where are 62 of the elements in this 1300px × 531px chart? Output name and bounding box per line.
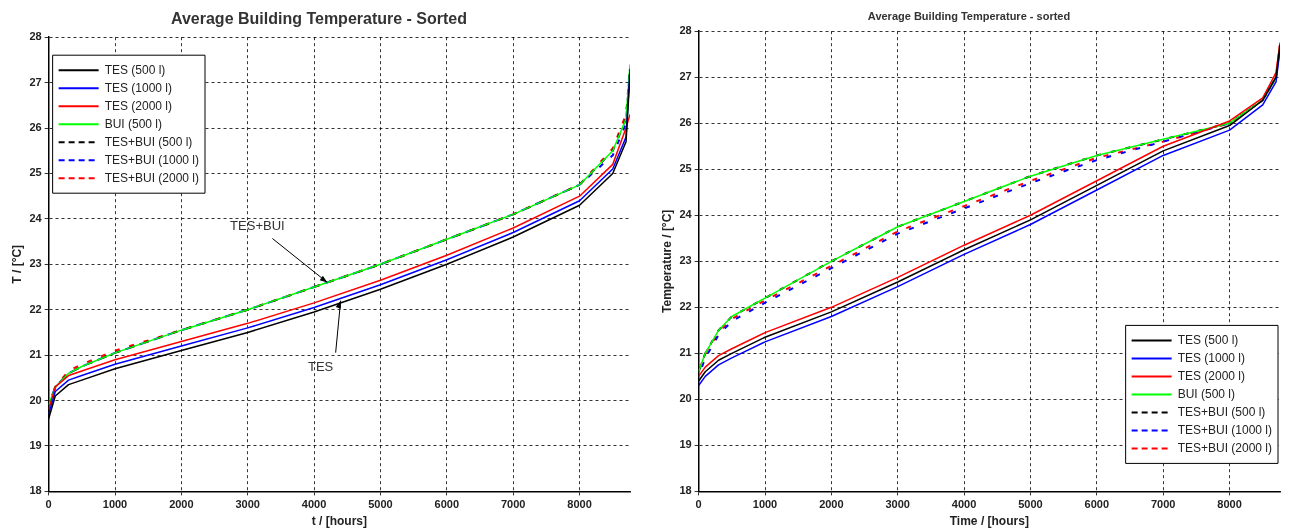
y-tick-label: 23 — [679, 254, 692, 267]
legend-label: BUI (500 l) — [1177, 386, 1235, 401]
x-tick-label: 7000 — [500, 498, 526, 511]
y-tick-label: 21 — [679, 346, 692, 359]
legend-label: TES+BUI (500 l) — [1177, 404, 1266, 419]
x-tick-label: 0 — [45, 498, 52, 511]
x-tick-label: 2000 — [819, 498, 844, 511]
legend-label: TES+BUI (2000 l) — [104, 170, 200, 185]
y-tick-label: 26 — [679, 116, 692, 129]
y-tick-label: 27 — [29, 75, 42, 88]
x-tick-label: 3000 — [235, 498, 260, 511]
legend-label: TES (500 l) — [104, 62, 166, 77]
x-tick-label: 5000 — [368, 498, 393, 511]
x-axis-title: t / [hours] — [311, 514, 367, 529]
chart-title: Average Building Temperature - Sorted — [170, 10, 468, 28]
chart-title: Average Building Temperature - sorted — [867, 9, 1071, 22]
y-tick-label: 18 — [29, 484, 42, 497]
legend-label: TES (2000 l) — [1177, 368, 1245, 383]
legend-label: BUI (500 l) — [104, 116, 162, 131]
x-tick-label: 3000 — [885, 498, 910, 511]
x-tick-label: 4000 — [301, 498, 327, 511]
y-tick-label: 22 — [29, 302, 42, 315]
y-tick-label: 26 — [29, 121, 42, 134]
x-tick-label: 1000 — [752, 498, 778, 511]
legend-label: TES (1000 l) — [1177, 350, 1245, 365]
y-tick-label: 28 — [679, 24, 692, 37]
y-tick-label: 24 — [679, 208, 693, 221]
y-tick-label: 18 — [679, 484, 692, 497]
y-tick-label: 24 — [29, 211, 43, 224]
y-axis-title: Temperature / [°C] — [659, 209, 674, 313]
y-axis-title: T / [°C] — [9, 244, 24, 284]
x-axis-title: Time / [hours] — [949, 514, 1029, 529]
y-tick-label: 23 — [29, 257, 42, 270]
x-tick-label: 8000 — [567, 498, 592, 511]
x-tick-label: 5000 — [1018, 498, 1043, 511]
x-tick-label: 1000 — [102, 498, 128, 511]
x-tick-label: 7000 — [1150, 498, 1176, 511]
x-tick-label: 8000 — [1217, 498, 1242, 511]
y-tick-label: 20 — [679, 392, 692, 405]
x-tick-label: 6000 — [434, 498, 460, 511]
y-tick-label: 22 — [679, 300, 692, 313]
annotation: TES+BUI — [230, 217, 285, 233]
y-tick-label: 25 — [679, 162, 692, 175]
x-tick-label: 2000 — [169, 498, 194, 511]
legend-label: TES (2000 l) — [104, 98, 172, 113]
legend-label: TES (1000 l) — [104, 80, 172, 95]
y-tick-label: 20 — [29, 393, 42, 406]
y-tick-label: 21 — [29, 348, 42, 361]
legend-label: TES (500 l) — [1177, 332, 1239, 347]
annotation: TES — [308, 358, 334, 374]
legend-label: TES+BUI (1000 l) — [104, 152, 200, 167]
x-tick-label: 6000 — [1084, 498, 1110, 511]
legend-label: TES+BUI (500 l) — [104, 134, 193, 149]
x-tick-label: 4000 — [951, 498, 977, 511]
y-tick-label: 28 — [29, 30, 42, 43]
x-tick-label: 0 — [695, 498, 702, 511]
y-tick-label: 27 — [679, 70, 692, 83]
legend-label: TES+BUI (1000 l) — [1177, 422, 1272, 437]
y-tick-label: 19 — [29, 439, 42, 452]
y-tick-label: 25 — [29, 166, 42, 179]
legend-label: TES+BUI (2000 l) — [1177, 440, 1272, 455]
y-tick-label: 19 — [679, 438, 692, 451]
